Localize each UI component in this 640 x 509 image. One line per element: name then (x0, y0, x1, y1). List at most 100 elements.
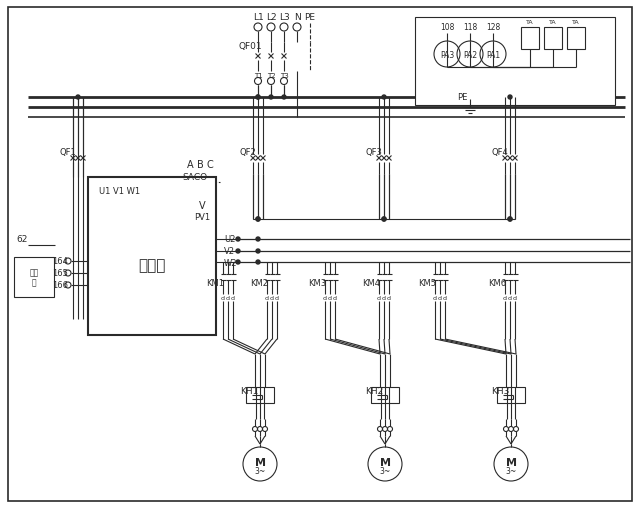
Text: TA: TA (549, 19, 557, 24)
Text: d: d (513, 295, 517, 300)
Text: T2: T2 (267, 73, 275, 79)
Text: 108: 108 (440, 23, 454, 33)
Circle shape (256, 96, 260, 100)
Text: M: M (380, 457, 390, 467)
Text: 变频器: 变频器 (138, 258, 166, 273)
Circle shape (382, 96, 386, 100)
Circle shape (256, 261, 260, 265)
Text: d: d (270, 295, 274, 300)
Text: PA2: PA2 (463, 50, 477, 60)
Text: d: d (508, 295, 512, 300)
Text: V2: V2 (224, 247, 235, 256)
Circle shape (236, 238, 240, 242)
Circle shape (236, 249, 240, 253)
Text: T3: T3 (280, 73, 289, 79)
Circle shape (382, 217, 386, 221)
Bar (415, 18, 615, 106)
Text: 3~: 3~ (380, 467, 390, 475)
Text: U2: U2 (224, 235, 236, 244)
Text: QF2: QF2 (239, 147, 256, 156)
Text: 166: 166 (52, 281, 68, 290)
Text: d: d (433, 295, 437, 300)
Text: TA: TA (572, 19, 580, 24)
Text: U1 V1 W1: U1 V1 W1 (99, 187, 141, 196)
Text: KH3: KH3 (491, 387, 509, 395)
Circle shape (508, 217, 512, 221)
Text: 118: 118 (463, 23, 477, 33)
Text: V: V (198, 201, 205, 211)
Bar (567, 28, 585, 50)
Text: L2: L2 (266, 13, 276, 22)
Text: d: d (443, 295, 447, 300)
Text: d: d (503, 295, 507, 300)
Text: d: d (333, 295, 337, 300)
Bar (497, 387, 525, 403)
Text: A: A (187, 160, 193, 169)
Bar (88, 178, 216, 335)
Text: 62: 62 (16, 235, 28, 244)
Text: 3~: 3~ (254, 467, 266, 475)
Circle shape (382, 217, 386, 221)
Text: 164: 164 (52, 257, 68, 266)
Bar (371, 387, 399, 403)
Text: d: d (328, 295, 332, 300)
Text: C: C (207, 160, 213, 169)
Text: KH2: KH2 (365, 387, 383, 395)
Text: KM6: KM6 (488, 278, 506, 287)
Circle shape (236, 261, 240, 265)
Text: KH1: KH1 (240, 387, 259, 395)
Text: d: d (377, 295, 381, 300)
Bar (521, 28, 539, 50)
Text: L1: L1 (253, 13, 264, 22)
Text: KM5: KM5 (418, 278, 436, 287)
Text: PV1: PV1 (194, 212, 210, 221)
Text: PA1: PA1 (486, 50, 500, 60)
Text: KM3: KM3 (308, 278, 326, 287)
Text: B: B (196, 160, 204, 169)
Text: 128: 128 (486, 23, 500, 33)
Text: d: d (231, 295, 235, 300)
Circle shape (269, 96, 273, 100)
Text: d: d (275, 295, 279, 300)
Text: M: M (255, 457, 266, 467)
Text: T1: T1 (253, 73, 262, 79)
Bar (14, 258, 54, 297)
Circle shape (256, 238, 260, 242)
Circle shape (508, 96, 512, 100)
Text: QF01: QF01 (238, 42, 262, 51)
Bar (246, 387, 274, 403)
Circle shape (256, 217, 260, 221)
Text: 压力
表: 压力 表 (29, 268, 38, 287)
Text: QF4: QF4 (492, 147, 508, 156)
Text: TA: TA (526, 19, 534, 24)
Text: d: d (226, 295, 230, 300)
Text: PA3: PA3 (440, 50, 454, 60)
Circle shape (282, 96, 286, 100)
Text: N: N (294, 13, 300, 22)
Text: L3: L3 (278, 13, 289, 22)
Text: d: d (221, 295, 225, 300)
Text: d: d (265, 295, 269, 300)
Text: 3~: 3~ (506, 467, 516, 475)
Text: SACO: SACO (182, 172, 207, 181)
Text: M: M (506, 457, 516, 467)
Circle shape (508, 217, 512, 221)
Text: d: d (438, 295, 442, 300)
Circle shape (76, 96, 80, 100)
Text: QF3: QF3 (365, 147, 382, 156)
Text: KM1: KM1 (206, 278, 224, 287)
Circle shape (256, 217, 260, 221)
Bar (544, 28, 562, 50)
Text: KM2: KM2 (250, 278, 268, 287)
Text: d: d (382, 295, 386, 300)
Text: KM4: KM4 (362, 278, 380, 287)
Circle shape (256, 249, 260, 253)
Text: QF1: QF1 (60, 147, 76, 156)
Circle shape (256, 96, 260, 100)
Text: PE: PE (305, 13, 316, 22)
Text: W2: W2 (224, 258, 237, 267)
Text: d: d (323, 295, 327, 300)
Text: 165: 165 (52, 269, 68, 278)
Text: d: d (387, 295, 391, 300)
Text: PE: PE (457, 93, 467, 102)
